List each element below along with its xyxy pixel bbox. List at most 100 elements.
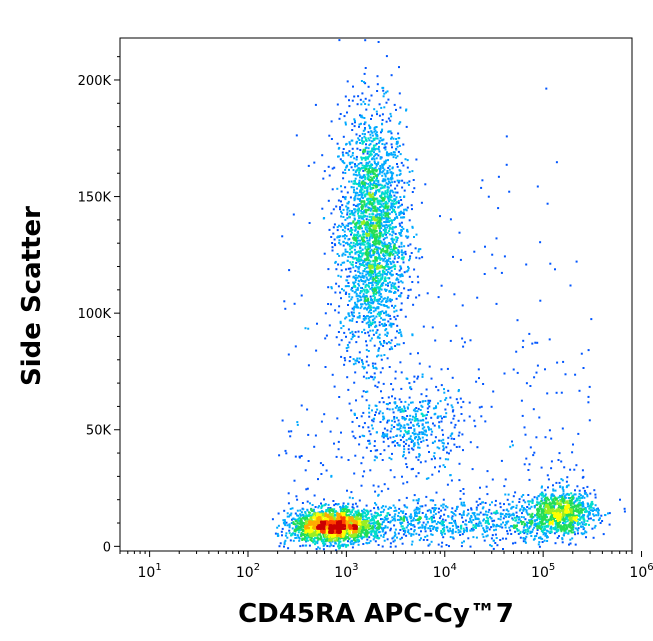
event-dot — [395, 240, 398, 243]
event-dot — [380, 215, 383, 218]
event-dot — [576, 497, 579, 500]
event-dot — [390, 424, 393, 427]
event-dot — [365, 218, 368, 221]
event-dot — [442, 521, 445, 523]
event-dot — [545, 516, 548, 519]
event-dot — [378, 270, 381, 273]
event-dot — [495, 537, 498, 539]
event-dot — [578, 495, 581, 498]
event-dot — [320, 505, 323, 508]
event-dot — [286, 536, 289, 539]
event-dot — [314, 434, 317, 437]
event-dot — [450, 511, 453, 513]
event-dot — [362, 174, 365, 177]
event-dot — [418, 454, 421, 457]
event-dot — [388, 212, 391, 215]
event-dot — [393, 310, 396, 313]
event-dot — [410, 441, 413, 443]
event-dot — [524, 529, 527, 531]
event-dot — [566, 476, 569, 479]
event-dot — [377, 544, 380, 546]
event-dot — [397, 289, 400, 292]
event-dot — [464, 523, 467, 526]
event-dot — [468, 521, 470, 523]
event-dot — [380, 288, 383, 291]
event-dot — [561, 427, 564, 430]
event-dot — [379, 206, 381, 209]
event-dot — [448, 522, 451, 524]
event-dot — [357, 254, 360, 256]
event-dot — [562, 522, 564, 524]
event-dot — [351, 314, 354, 317]
event-dot — [560, 478, 563, 481]
event-dot — [378, 401, 381, 404]
event-dot — [399, 430, 402, 433]
event-dot — [432, 441, 435, 444]
event-dot — [393, 244, 396, 247]
event-dot — [383, 435, 386, 438]
event-dot — [397, 419, 400, 422]
event-dot — [371, 202, 374, 205]
event-dot — [298, 522, 301, 525]
event-dot — [365, 344, 368, 347]
event-dot — [290, 522, 293, 524]
event-dot — [298, 527, 301, 529]
event-dot — [371, 284, 374, 287]
event-dot — [341, 254, 344, 257]
event-dot — [586, 520, 589, 522]
event-dot — [449, 536, 452, 538]
event-dot — [399, 196, 402, 199]
event-dot — [363, 319, 366, 322]
event-dot — [338, 224, 340, 227]
event-dot — [395, 251, 398, 254]
event-dot — [442, 528, 445, 531]
event-dot — [473, 250, 476, 253]
event-dot — [513, 516, 516, 519]
event-dot — [391, 207, 394, 210]
event-dot — [386, 296, 389, 299]
event-dot — [371, 362, 374, 365]
event-dot — [372, 288, 375, 291]
event-dot — [462, 511, 465, 514]
event-dot — [421, 405, 424, 408]
event-dot — [323, 413, 326, 416]
event-dot — [372, 265, 375, 268]
event-dot — [460, 503, 463, 506]
event-dot — [366, 533, 368, 536]
event-dot — [418, 431, 421, 434]
event-dot — [393, 531, 396, 534]
event-dot — [376, 291, 379, 294]
event-dot — [526, 512, 529, 515]
event-dot — [389, 527, 392, 530]
event-dot — [345, 291, 348, 294]
event-dot — [395, 273, 398, 275]
event-dot — [349, 510, 352, 513]
event-dot — [522, 531, 525, 533]
event-dot — [407, 444, 410, 447]
event-dot — [365, 266, 368, 269]
event-dot — [374, 287, 377, 289]
event-dot — [590, 503, 593, 506]
event-dot — [345, 224, 348, 227]
event-dot — [399, 153, 402, 156]
event-dot — [416, 512, 418, 515]
event-dot — [372, 146, 375, 149]
event-dot — [432, 514, 435, 517]
event-dot — [402, 256, 405, 259]
event-dot — [358, 179, 361, 182]
event-dot — [383, 277, 386, 280]
event-dot — [384, 505, 387, 508]
event-dot — [403, 424, 406, 427]
event-dot — [383, 272, 386, 275]
event-dot — [369, 295, 372, 298]
event-dot — [523, 463, 526, 466]
event-dot — [418, 294, 421, 297]
event-dot — [515, 504, 518, 507]
event-dot — [370, 94, 373, 97]
event-dot — [494, 542, 497, 544]
event-dot — [552, 489, 555, 492]
event-dot — [361, 164, 364, 167]
event-dot — [284, 534, 287, 537]
event-dot — [343, 230, 346, 233]
event-dot — [581, 533, 584, 536]
